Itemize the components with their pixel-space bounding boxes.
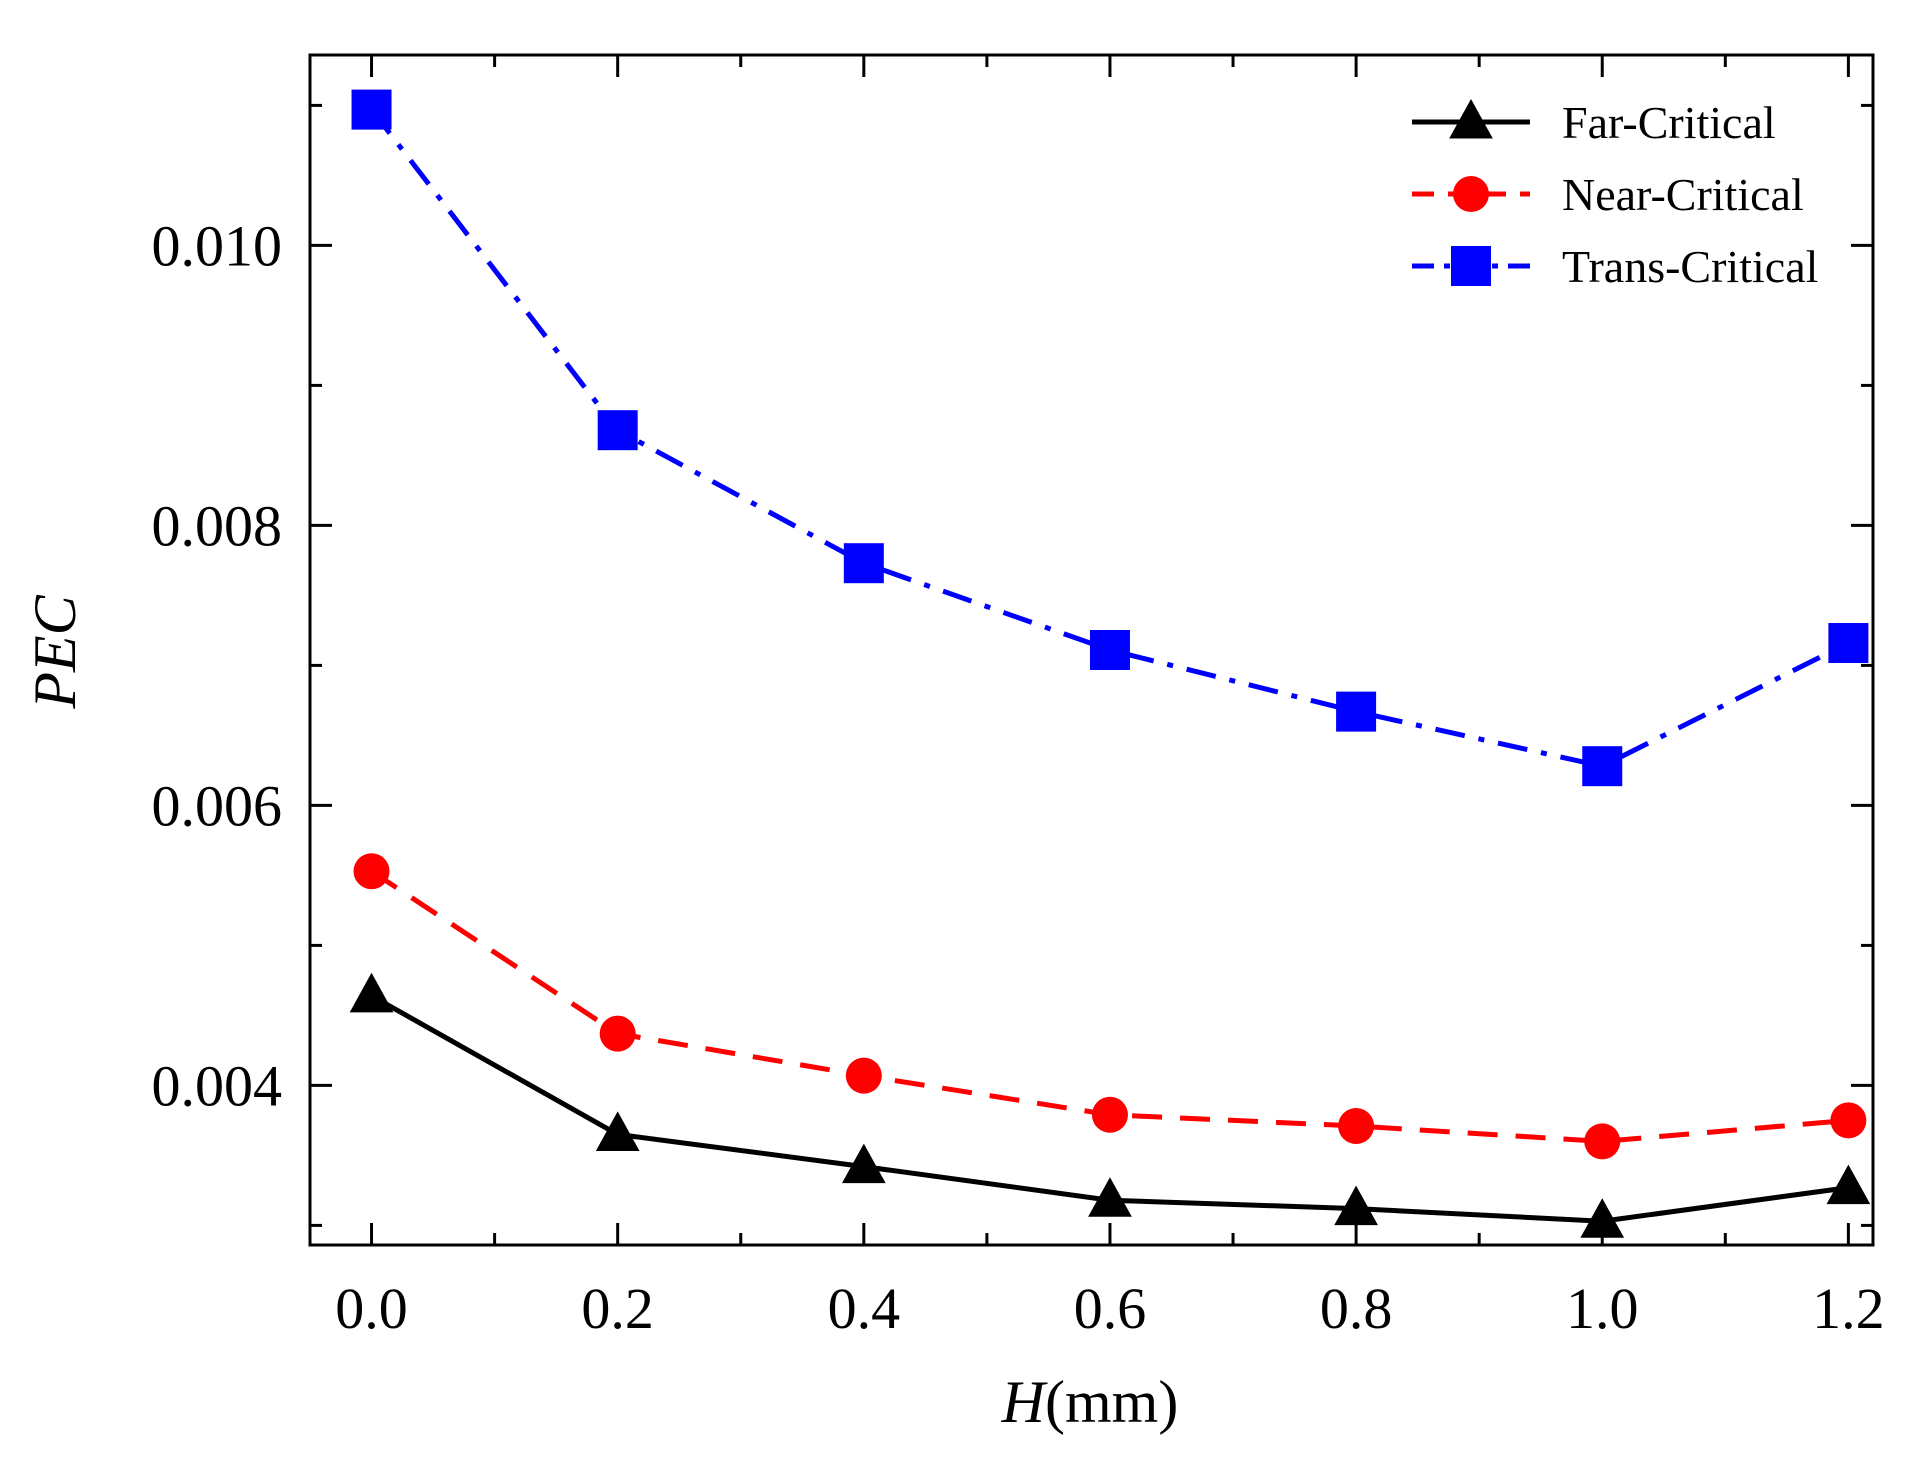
x-tick-label: 0.8 <box>1320 1276 1393 1341</box>
point-near-critical <box>845 1057 882 1094</box>
y-axis-title: PEC <box>22 594 88 709</box>
x-axis-title-variable: H <box>1001 1369 1049 1435</box>
point-far-critical <box>1580 1198 1625 1238</box>
y-tick-label: 0.006 <box>152 773 283 838</box>
x-tick-labels: 0.0 0.2 0.4 0.6 0.8 1.0 1.2 <box>335 1276 1884 1341</box>
point-far-critical <box>595 1111 640 1151</box>
axis-ticks <box>310 55 1873 1245</box>
point-far-critical <box>1826 1164 1871 1205</box>
point-trans-critical <box>351 89 392 130</box>
point-trans-critical <box>1828 623 1869 663</box>
x-tick-label: 0.2 <box>581 1276 654 1341</box>
x-tick-label: 0.0 <box>335 1276 408 1341</box>
point-near-critical <box>1584 1123 1621 1160</box>
point-trans-critical <box>597 410 638 451</box>
point-near-critical <box>1338 1108 1375 1144</box>
legend-label-trans-critical: Trans-Critical <box>1562 241 1818 292</box>
point-trans-critical <box>1336 691 1377 732</box>
point-trans-critical <box>1582 746 1623 787</box>
y-tick-label: 0.010 <box>152 213 283 278</box>
legend-label-far-critical: Far-Critical <box>1562 97 1776 148</box>
legend-marker-near-critical <box>1453 176 1489 212</box>
x-tick-label: 0.6 <box>1074 1276 1147 1341</box>
x-tick-label: 0.4 <box>828 1276 901 1341</box>
point-trans-critical <box>1089 630 1130 670</box>
point-far-critical <box>1334 1185 1378 1226</box>
point-far-critical <box>841 1143 886 1184</box>
point-near-critical <box>1830 1102 1867 1139</box>
point-near-critical <box>599 1015 636 1052</box>
y-tick-labels: 0.004 0.006 0.008 0.010 <box>152 213 283 1118</box>
series-markers <box>349 89 1871 1238</box>
legend: Far-Critical Near-Critical Trans-Critical <box>1412 97 1818 292</box>
legend-label-near-critical: Near-Critical <box>1562 169 1804 220</box>
x-tick-label: 1.2 <box>1812 1276 1885 1341</box>
y-tick-label: 0.008 <box>152 493 283 558</box>
plot-frame <box>308 53 1875 1247</box>
point-trans-critical <box>843 543 884 584</box>
legend-marker-far-critical <box>1449 99 1493 139</box>
point-near-critical <box>353 853 390 890</box>
point-near-critical <box>1091 1096 1128 1133</box>
point-far-critical <box>1088 1177 1132 1217</box>
legend-marker-trans-critical <box>1451 246 1491 286</box>
x-axis-title: H(mm) <box>1001 1369 1179 1435</box>
y-tick-label: 0.004 <box>152 1053 283 1118</box>
x-axis-title-unit: (mm) <box>1045 1369 1178 1435</box>
x-tick-label: 1.0 <box>1566 1276 1639 1341</box>
point-far-critical <box>349 972 394 1013</box>
